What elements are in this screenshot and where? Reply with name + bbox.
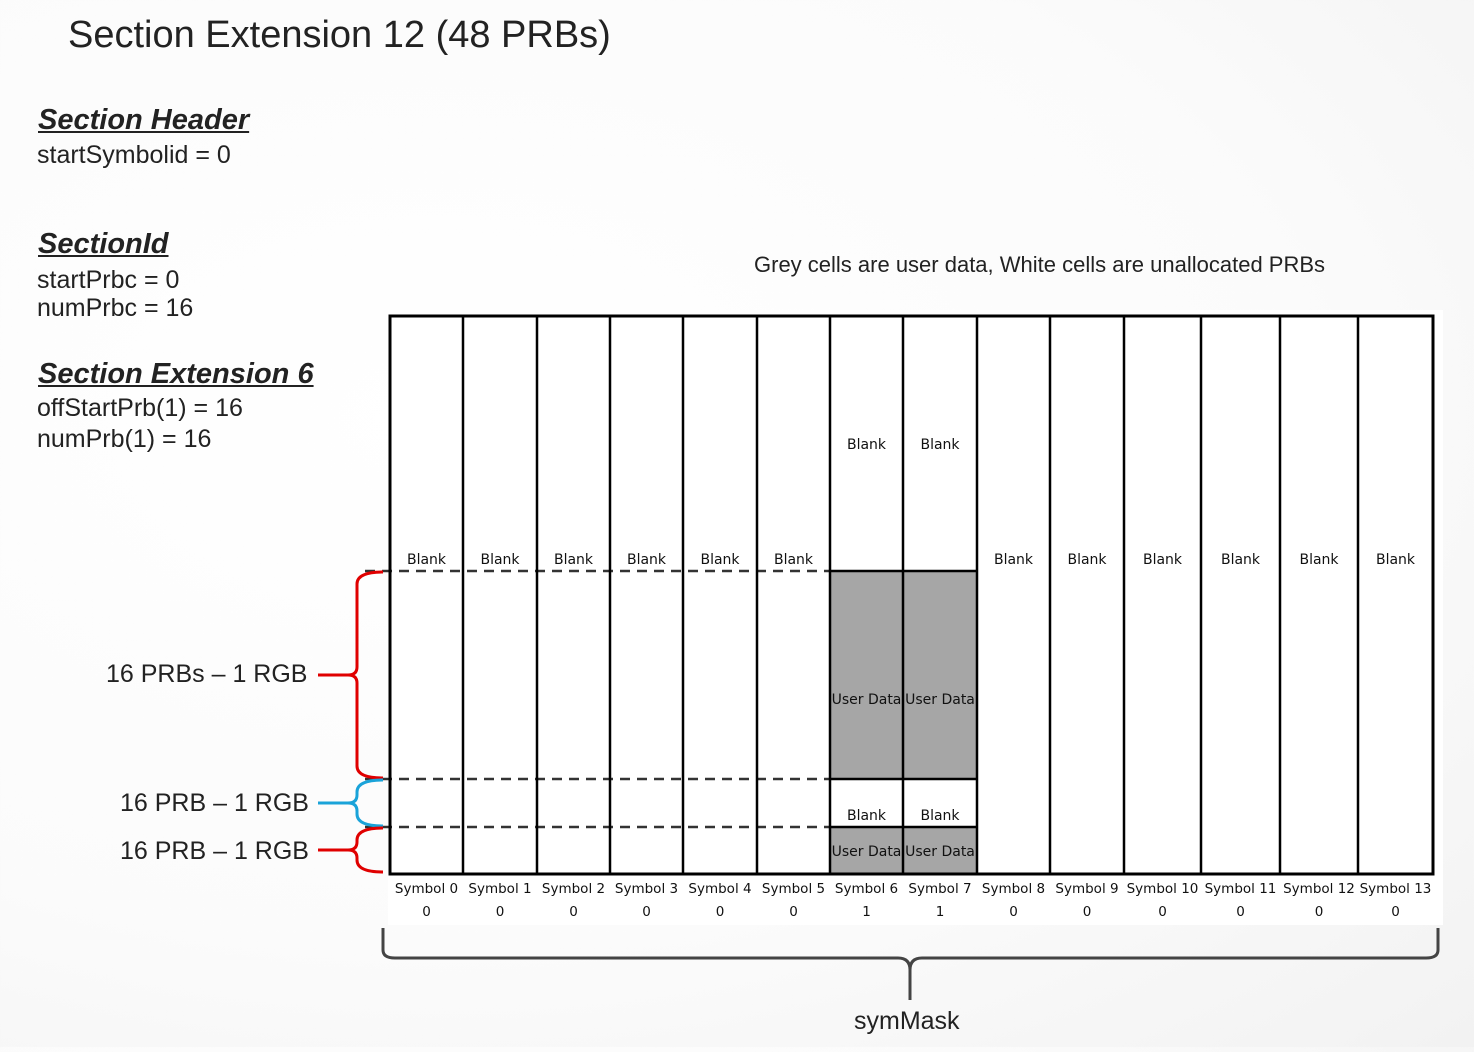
user-data-cell — [903, 827, 977, 874]
symbol-name-label: Symbol 5 — [762, 881, 825, 897]
user-data-cell — [830, 827, 903, 874]
symmask-bit-label: 0 — [1009, 904, 1018, 920]
section-ext6-heading: Section Extension 6 — [38, 358, 314, 390]
red-brace-icon — [318, 826, 384, 874]
blank-cell-label: Blank — [847, 808, 887, 824]
symmask-bit-label: 1 — [862, 904, 871, 920]
user-data-cell-label: User Data — [905, 692, 975, 708]
symmask-bit-label: 0 — [789, 904, 798, 920]
section-ext6-line-2: numPrb(1) = 16 — [37, 425, 212, 453]
section-header-heading: Section Header — [38, 104, 250, 136]
blank-cell-label: Blank — [847, 437, 887, 453]
section-id-line-1: startPrbc = 0 — [37, 266, 180, 294]
brace-label-2: 16 PRB – 1 RGB — [120, 789, 309, 817]
symbol-name-label: Symbol 10 — [1127, 881, 1199, 897]
symbol-name-label: Symbol 6 — [835, 881, 898, 897]
symmask-bit-label: 0 — [422, 904, 431, 920]
symbol-name-label: Symbol 1 — [468, 881, 531, 897]
blank-cell-label: Blank — [627, 552, 667, 568]
blank-cell-label: Blank — [1143, 552, 1183, 568]
blank-cell-label: Blank — [554, 552, 594, 568]
blank-cell-label: Blank — [1067, 552, 1107, 568]
blank-cell-label: Blank — [994, 552, 1034, 568]
symbol-name-label: Symbol 11 — [1205, 881, 1277, 897]
user-data-cell-label: User Data — [832, 692, 902, 708]
blank-cell-label: Blank — [920, 808, 960, 824]
symmask-bit-label: 0 — [1315, 904, 1324, 920]
symmask-bit-label: 0 — [1158, 904, 1167, 920]
symmask-bit-label: 0 — [1236, 904, 1245, 920]
symbol-name-label: Symbol 12 — [1283, 881, 1355, 897]
blank-cell-label: Blank — [1299, 552, 1339, 568]
section-ext6-line-1: offStartPrb(1) = 16 — [37, 394, 243, 422]
symbol-name-label: Symbol 7 — [908, 881, 971, 897]
user-data-cell — [830, 571, 903, 779]
blank-cell-label: Blank — [1221, 552, 1261, 568]
symbol-name-label: Symbol 8 — [982, 881, 1045, 897]
symbol-name-label: Symbol 13 — [1360, 881, 1432, 897]
blank-cell-label: Blank — [700, 552, 740, 568]
section-header-line-1: startSymbolid = 0 — [37, 141, 231, 169]
blue-brace-icon — [318, 778, 384, 828]
symmask-bit-label: 0 — [1083, 904, 1092, 920]
legend-caption: Grey cells are user data, White cells ar… — [754, 252, 1326, 277]
page-title: Section Extension 12 (48 PRBs) — [68, 14, 611, 56]
brace-label-1: 16 PRBs – 1 RGB — [106, 660, 308, 688]
symbol-name-label: Symbol 4 — [688, 881, 751, 897]
section-id-heading: SectionId — [38, 228, 169, 260]
symmask-bit-label: 0 — [496, 904, 505, 920]
symmask-label: symMask — [854, 1007, 960, 1035]
blank-cell-label: Blank — [480, 552, 520, 568]
symmask-bit-label: 0 — [569, 904, 578, 920]
symmask-bit-label: 1 — [936, 904, 945, 920]
symbol-name-label: Symbol 0 — [395, 881, 458, 897]
user-data-cell-label: User Data — [905, 844, 975, 860]
symmask-bit-label: 0 — [642, 904, 651, 920]
symbol-name-label: Symbol 3 — [615, 881, 678, 897]
blank-cell-label: Blank — [920, 437, 960, 453]
symbol-name-label: Symbol 2 — [542, 881, 605, 897]
symbol-name-label: Symbol 9 — [1055, 881, 1118, 897]
section-id-line-2: numPrbc = 16 — [37, 294, 194, 322]
red-brace-icon — [318, 570, 384, 780]
blank-cell-label: Blank — [407, 552, 447, 568]
blank-cell-label: Blank — [1376, 552, 1416, 568]
grid-frame — [388, 314, 1435, 876]
brace-label-3: 16 PRB – 1 RGB — [120, 837, 309, 865]
symmask-bit-label: 0 — [716, 904, 725, 920]
blank-cell-label: Blank — [774, 552, 814, 568]
user-data-cell — [903, 571, 977, 779]
symmask-brace-icon — [381, 928, 1440, 1000]
user-data-cell-label: User Data — [832, 844, 902, 860]
symmask-bit-label: 0 — [1391, 904, 1400, 920]
